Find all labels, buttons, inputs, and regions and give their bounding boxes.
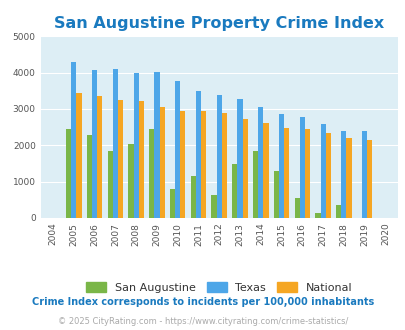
Bar [139, 101, 144, 218]
Bar [278, 114, 284, 218]
Bar [263, 123, 268, 218]
Legend: San Augustine, Texas, National: San Augustine, Texas, National [81, 278, 356, 297]
Bar [367, 140, 371, 218]
Bar [237, 99, 242, 218]
Text: © 2025 CityRating.com - https://www.cityrating.com/crime-statistics/: © 2025 CityRating.com - https://www.city… [58, 317, 347, 326]
Bar [154, 72, 159, 218]
Bar [242, 119, 247, 218]
Bar [159, 107, 164, 218]
Title: San Augustine Property Crime Index: San Augustine Property Crime Index [54, 16, 384, 31]
Bar [97, 96, 102, 218]
Bar [175, 81, 180, 218]
Bar [299, 117, 304, 218]
Bar [200, 111, 206, 218]
Bar [113, 69, 118, 218]
Bar [128, 145, 133, 218]
Bar [284, 128, 289, 218]
Bar [304, 129, 309, 218]
Bar [118, 100, 123, 218]
Bar [273, 171, 278, 218]
Bar [195, 91, 200, 218]
Bar [345, 138, 351, 218]
Bar [149, 128, 154, 218]
Bar [320, 124, 325, 218]
Bar [258, 107, 263, 218]
Bar [325, 133, 330, 218]
Bar [169, 189, 175, 218]
Bar [76, 92, 81, 218]
Bar [216, 95, 221, 218]
Bar [66, 129, 71, 218]
Bar [335, 205, 341, 218]
Bar [361, 131, 367, 218]
Bar [87, 135, 92, 218]
Bar [211, 195, 216, 218]
Bar [252, 151, 258, 218]
Bar [294, 198, 299, 218]
Bar [190, 176, 195, 218]
Bar [71, 62, 76, 218]
Bar [107, 151, 113, 218]
Bar [133, 73, 139, 218]
Bar [221, 113, 226, 218]
Bar [315, 214, 320, 218]
Bar [92, 70, 97, 218]
Bar [180, 111, 185, 218]
Bar [341, 131, 345, 218]
Text: Crime Index corresponds to incidents per 100,000 inhabitants: Crime Index corresponds to incidents per… [32, 297, 373, 307]
Bar [232, 164, 237, 218]
